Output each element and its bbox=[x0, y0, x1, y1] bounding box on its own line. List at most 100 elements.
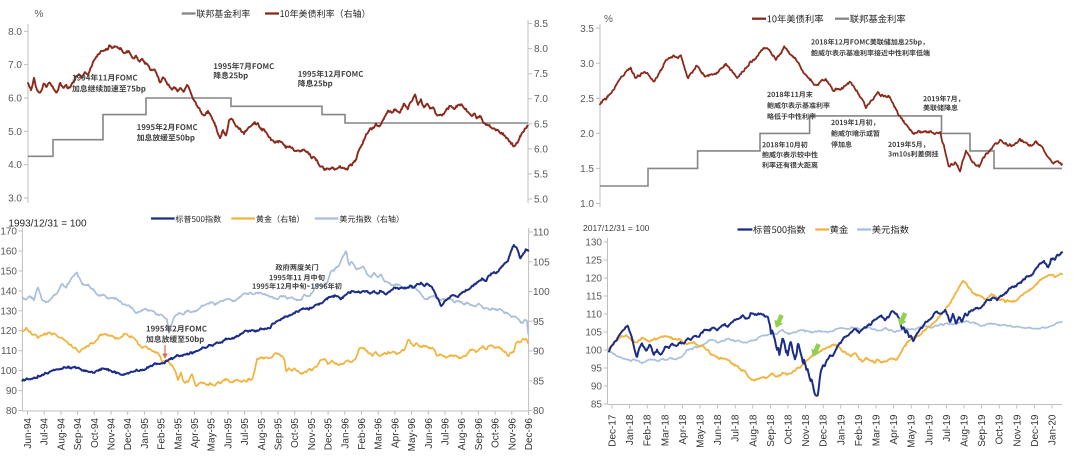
svg-text:1.0: 1.0 bbox=[580, 199, 594, 210]
svg-text:170: 170 bbox=[0, 227, 17, 238]
svg-text:Feb-18: Feb-18 bbox=[643, 414, 654, 446]
svg-text:115: 115 bbox=[586, 292, 602, 303]
svg-text:130: 130 bbox=[0, 306, 17, 317]
svg-text:100: 100 bbox=[0, 366, 17, 377]
svg-text:Feb-19: Feb-19 bbox=[854, 414, 865, 446]
svg-text:8.0: 8.0 bbox=[8, 27, 22, 38]
svg-text:Dec-96: Dec-96 bbox=[524, 418, 535, 451]
svg-text:Feb-95: Feb-95 bbox=[157, 418, 168, 450]
svg-text:Nov-94: Nov-94 bbox=[107, 418, 118, 451]
svg-text:140: 140 bbox=[0, 286, 17, 297]
svg-text:150: 150 bbox=[0, 266, 17, 277]
svg-text:Apr-96: Apr-96 bbox=[390, 418, 401, 448]
svg-text:Oct-94: Oct-94 bbox=[90, 418, 101, 448]
svg-text:Aug-96: Aug-96 bbox=[457, 418, 468, 451]
svg-text:8.5: 8.5 bbox=[534, 19, 548, 30]
svg-text:Dec-94: Dec-94 bbox=[123, 418, 134, 451]
svg-text:Aug-19: Aug-19 bbox=[960, 414, 971, 447]
svg-text:Mar-19: Mar-19 bbox=[872, 414, 883, 446]
svg-text:Apr-18: Apr-18 bbox=[678, 414, 689, 444]
svg-text:Mar-18: Mar-18 bbox=[660, 414, 671, 446]
svg-text:Jan-96: Jan-96 bbox=[340, 418, 351, 449]
svg-text:5.5: 5.5 bbox=[534, 169, 548, 180]
svg-text:Jun-94: Jun-94 bbox=[23, 418, 34, 449]
svg-text:Jul-19: Jul-19 bbox=[942, 414, 953, 442]
svg-text:2.5: 2.5 bbox=[580, 94, 594, 105]
svg-text:80: 80 bbox=[533, 406, 545, 417]
svg-text:6.0: 6.0 bbox=[534, 144, 548, 155]
svg-text:95: 95 bbox=[533, 317, 545, 328]
svg-text:Jun-95: Jun-95 bbox=[223, 418, 234, 449]
svg-text:Dec-95: Dec-95 bbox=[324, 418, 335, 451]
svg-text:Oct-95: Oct-95 bbox=[290, 418, 301, 448]
svg-text:125: 125 bbox=[585, 256, 602, 267]
svg-text:Apr-95: Apr-95 bbox=[190, 418, 201, 448]
svg-text:Sep-19: Sep-19 bbox=[977, 414, 988, 447]
svg-text:85: 85 bbox=[591, 400, 603, 411]
svg-text:Jul-18: Jul-18 bbox=[731, 414, 742, 442]
svg-text:Aug-18: Aug-18 bbox=[748, 414, 759, 447]
svg-text:7.0: 7.0 bbox=[534, 94, 548, 105]
svg-text:105: 105 bbox=[533, 257, 550, 268]
svg-text:Jul-96: Jul-96 bbox=[441, 418, 452, 446]
svg-text:100: 100 bbox=[533, 287, 550, 298]
svg-text:Nov-96: Nov-96 bbox=[507, 418, 518, 451]
svg-text:3.5: 3.5 bbox=[580, 24, 594, 35]
svg-text:Jun-19: Jun-19 bbox=[924, 414, 935, 445]
svg-text:May-96: May-96 bbox=[407, 418, 418, 452]
svg-text:100: 100 bbox=[585, 346, 602, 357]
svg-text:110: 110 bbox=[1, 346, 17, 357]
svg-text:Sep-94: Sep-94 bbox=[73, 418, 84, 451]
svg-text:2.0: 2.0 bbox=[580, 129, 594, 140]
svg-text:4.0: 4.0 bbox=[8, 160, 22, 171]
svg-text:Jan-20: Jan-20 bbox=[1048, 414, 1059, 445]
svg-text:May-95: May-95 bbox=[207, 418, 218, 452]
svg-text:105: 105 bbox=[585, 328, 602, 339]
svg-text:Sep-95: Sep-95 bbox=[274, 418, 285, 451]
svg-text:85: 85 bbox=[533, 376, 545, 387]
svg-text:Jul-94: Jul-94 bbox=[40, 418, 51, 446]
svg-text:110: 110 bbox=[586, 310, 602, 321]
svg-text:1993/12/31 = 100: 1993/12/31 = 100 bbox=[8, 218, 87, 229]
svg-text:90: 90 bbox=[533, 347, 545, 358]
svg-text:Oct-18: Oct-18 bbox=[784, 414, 795, 444]
svg-text:Mar-96: Mar-96 bbox=[374, 418, 385, 450]
svg-text:5.0: 5.0 bbox=[534, 195, 548, 206]
svg-text:May-19: May-19 bbox=[907, 414, 918, 448]
svg-text:6.5: 6.5 bbox=[534, 119, 548, 130]
svg-text:Jun-96: Jun-96 bbox=[424, 418, 435, 449]
svg-text:Sep-96: Sep-96 bbox=[474, 418, 485, 451]
svg-text:7.0: 7.0 bbox=[8, 60, 22, 71]
svg-text:160: 160 bbox=[0, 246, 17, 257]
svg-text:90: 90 bbox=[6, 386, 18, 397]
svg-text:6.0: 6.0 bbox=[8, 93, 22, 104]
svg-text:Oct-96: Oct-96 bbox=[491, 418, 502, 448]
svg-text:%: % bbox=[604, 14, 613, 25]
svg-text:Nov-18: Nov-18 bbox=[801, 414, 812, 447]
svg-text:130: 130 bbox=[585, 238, 602, 249]
svg-text:3.0: 3.0 bbox=[580, 59, 594, 70]
svg-text:120: 120 bbox=[0, 326, 17, 337]
svg-text:Apr-19: Apr-19 bbox=[889, 414, 900, 444]
svg-text:Jan-95: Jan-95 bbox=[140, 418, 151, 449]
svg-text:8.0: 8.0 bbox=[534, 44, 548, 55]
svg-text:Oct-19: Oct-19 bbox=[995, 414, 1006, 444]
svg-text:80: 80 bbox=[6, 406, 18, 417]
svg-text:Jan-18: Jan-18 bbox=[625, 414, 636, 445]
svg-text:May-18: May-18 bbox=[696, 414, 707, 448]
svg-text:Aug-94: Aug-94 bbox=[56, 418, 67, 451]
svg-text:1.5: 1.5 bbox=[580, 164, 594, 175]
svg-text:Aug-95: Aug-95 bbox=[257, 418, 268, 451]
svg-text:90: 90 bbox=[591, 382, 603, 393]
svg-text:Jul-95: Jul-95 bbox=[240, 418, 251, 446]
svg-text:95: 95 bbox=[591, 364, 603, 375]
svg-text:Nov-95: Nov-95 bbox=[307, 418, 318, 451]
svg-text:2017/12/31 = 100: 2017/12/31 = 100 bbox=[583, 223, 650, 233]
svg-text:Sep-18: Sep-18 bbox=[766, 414, 777, 447]
svg-text:%: % bbox=[35, 9, 44, 20]
svg-text:Nov-19: Nov-19 bbox=[1012, 414, 1023, 447]
svg-text:5.0: 5.0 bbox=[8, 127, 22, 138]
svg-text:120: 120 bbox=[585, 274, 602, 285]
svg-text:3.0: 3.0 bbox=[8, 194, 22, 205]
svg-text:7.5: 7.5 bbox=[534, 69, 548, 80]
